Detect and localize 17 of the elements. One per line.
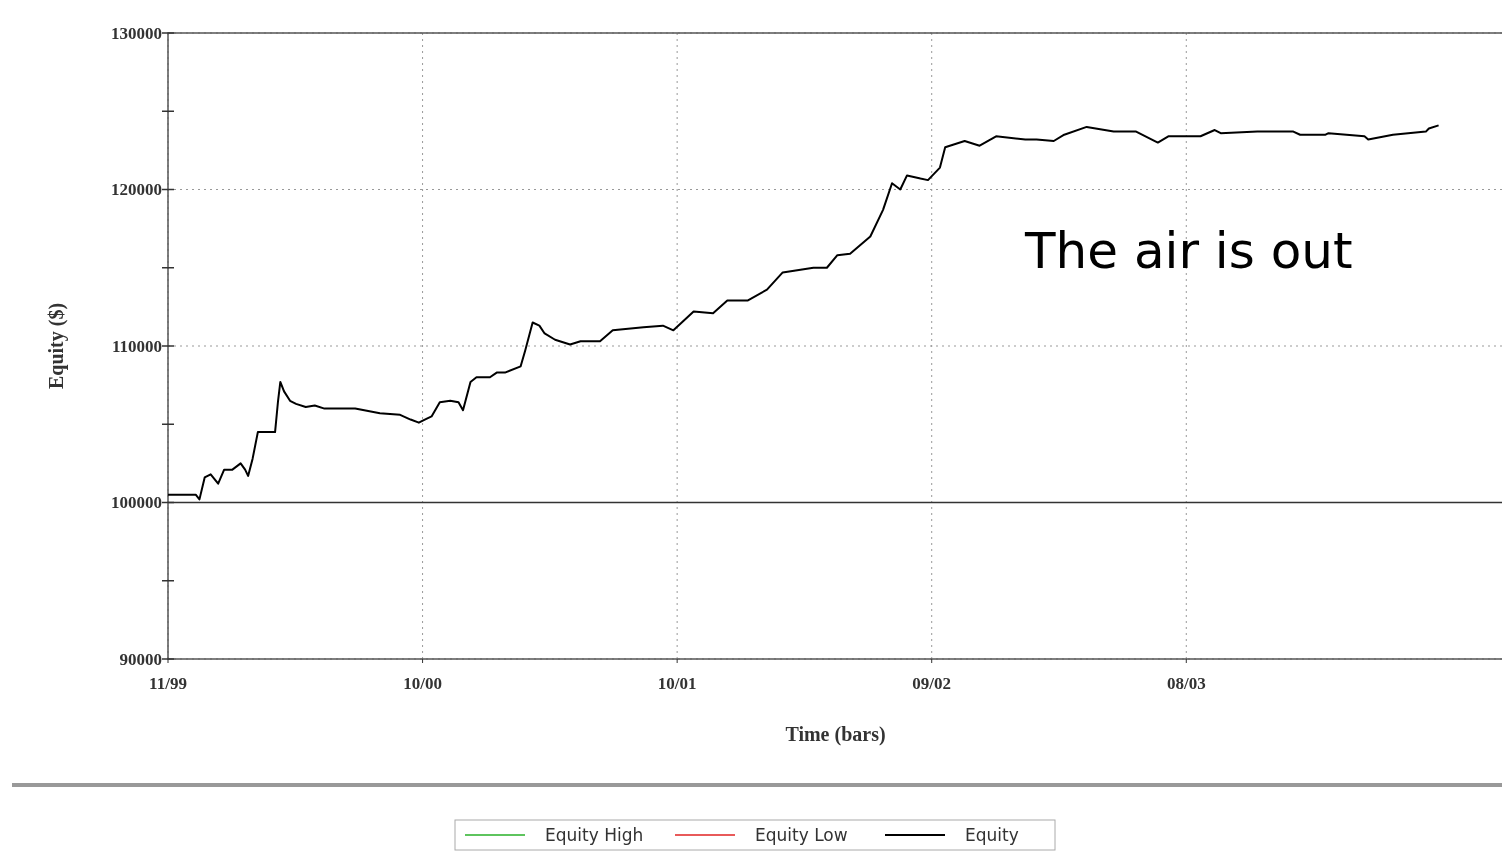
x-axis-title: Time (bars) (785, 723, 886, 746)
legend-label: Equity High (545, 824, 644, 845)
x-tick-label: 11/99 (149, 674, 187, 693)
annotation: The air is out (1024, 222, 1353, 280)
y-tick-label: 120000 (111, 180, 162, 200)
y-tick-label: 130000 (111, 23, 162, 43)
x-tick-label: 08/03 (1166, 674, 1206, 693)
y-axis-title: Equity ($) (45, 302, 68, 390)
legend-label: Equity (965, 824, 1019, 845)
line-series (167, 124, 1440, 501)
y-tick-label: 110000 (111, 336, 162, 356)
y-tick-label: 90000 (119, 649, 162, 669)
y-tick-label: 100000 (111, 493, 162, 513)
legend-label: Equity Low (755, 824, 848, 845)
x-tick-label: 09/02 (912, 674, 952, 693)
x-tick-label: 10/01 (657, 674, 697, 693)
x-tick-label: 10/00 (403, 674, 442, 693)
